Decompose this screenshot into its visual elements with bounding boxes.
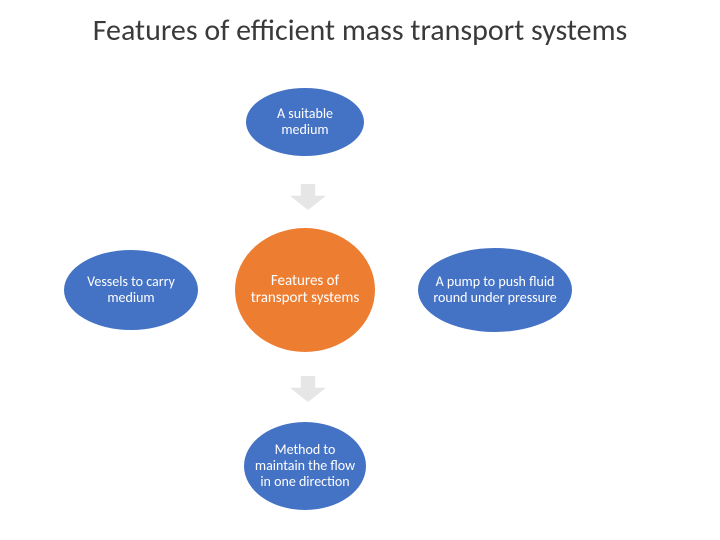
node-label: Features of transport systems <box>245 273 365 308</box>
arrow-down-icon <box>290 184 326 210</box>
node-label: Vessels to carry medium <box>74 274 188 306</box>
node-suitable-medium: A suitable medium <box>244 86 366 158</box>
page-title: Features of efficient mass transport sys… <box>0 12 720 49</box>
slide: Features of efficient mass transport sys… <box>0 0 720 540</box>
node-label: A suitable medium <box>256 106 354 138</box>
node-pump: A pump to push fluid round under pressur… <box>416 246 574 334</box>
node-center-features: Features of transport systems <box>232 225 378 355</box>
node-vessels: Vessels to carry medium <box>62 248 200 332</box>
node-label: Method to maintain the flow in one direc… <box>254 442 356 490</box>
arrow-down-icon <box>290 376 326 402</box>
node-method-flow: Method to maintain the flow in one direc… <box>242 420 368 512</box>
node-label: A pump to push fluid round under pressur… <box>428 274 562 306</box>
